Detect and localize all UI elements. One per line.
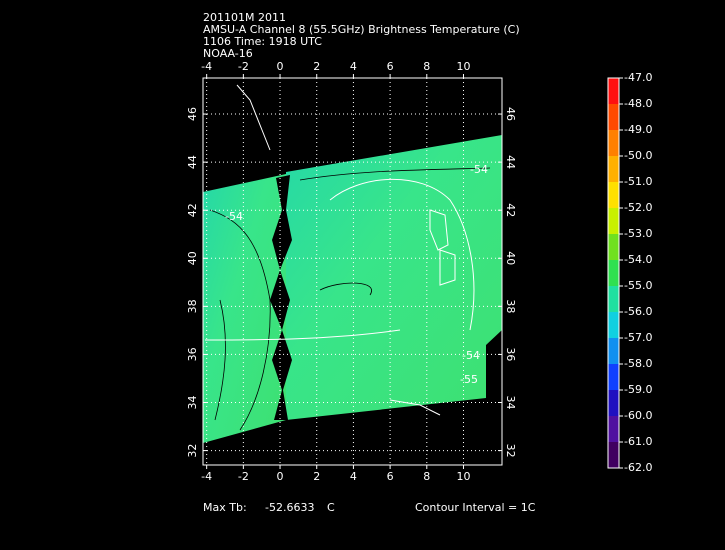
colorbar-label: -50.0 xyxy=(624,149,652,162)
map-frame xyxy=(202,77,503,466)
y-tick-label: 38 xyxy=(186,299,199,313)
colorbar-segment xyxy=(608,286,619,313)
coastline xyxy=(204,84,475,416)
contour-interval: Contour Interval = 1C xyxy=(415,501,536,514)
max-label: Max Tb: xyxy=(203,501,247,514)
colorbar-segment xyxy=(608,364,619,391)
x-tick-label: 8 xyxy=(423,470,430,483)
max-value: -52.6633 xyxy=(265,501,314,514)
x-tick-label: 6 xyxy=(387,470,394,483)
colorbar-label: -57.0 xyxy=(624,331,652,344)
colorbar-label: -61.0 xyxy=(624,435,652,448)
colorbar-label: -48.0 xyxy=(624,97,652,110)
y-tick-label: 34 xyxy=(504,396,517,410)
title-line: 201101M 2011 xyxy=(203,11,286,24)
y-tick-label: 36 xyxy=(186,347,199,361)
x-tick-label: 4 xyxy=(350,60,357,73)
colorbar-segment xyxy=(608,260,619,287)
colorbar-segment xyxy=(608,78,619,105)
max-unit: C xyxy=(327,501,335,514)
y-tick-label: 46 xyxy=(186,107,199,121)
x-tick-label: -2 xyxy=(238,470,249,483)
contour-label: -54 xyxy=(225,210,243,223)
colorbar-label: -59.0 xyxy=(624,383,652,396)
colorbar-segment xyxy=(608,130,619,157)
x-tick-label: 0 xyxy=(277,60,284,73)
colorbar-segment xyxy=(608,338,619,365)
x-tick-label: 6 xyxy=(387,60,394,73)
title-line: NOAA-16 xyxy=(203,47,253,60)
x-tick-label: 10 xyxy=(456,60,470,73)
y-tick-label: 32 xyxy=(186,444,199,458)
swath-gap xyxy=(270,175,292,420)
swath xyxy=(286,135,502,420)
y-tick-label: 40 xyxy=(504,251,517,265)
contour-label: -54 xyxy=(470,163,488,176)
x-tick-label: -2 xyxy=(238,60,249,73)
x-tick-label: 4 xyxy=(350,470,357,483)
colorbar-frame xyxy=(607,77,620,469)
x-tick-label: 10 xyxy=(456,470,470,483)
colorbar-segment xyxy=(608,182,619,209)
contour-label: -54 xyxy=(462,349,480,362)
colorbar-label: -51.0 xyxy=(624,175,652,188)
colorbar-label: -52.0 xyxy=(624,201,652,214)
y-tick-label: 42 xyxy=(504,203,517,217)
x-tick-label: -4 xyxy=(201,60,212,73)
colorbar-label: -58.0 xyxy=(624,357,652,370)
y-tick-label: 46 xyxy=(504,107,517,121)
contour xyxy=(209,167,491,431)
colorbar-segment xyxy=(608,234,619,261)
colorbar-label: -53.0 xyxy=(624,227,652,240)
x-tick-label: -4 xyxy=(201,470,212,483)
colorbar-segment xyxy=(608,104,619,131)
colorbar-label: -49.0 xyxy=(624,123,652,136)
y-tick-label: 44 xyxy=(186,155,199,169)
colorbar-label: -55.0 xyxy=(624,279,652,292)
y-tick-label: 34 xyxy=(186,396,199,410)
x-tick-label: 8 xyxy=(423,60,430,73)
y-tick-label: 36 xyxy=(504,347,517,361)
contour-label: -55 xyxy=(460,373,478,386)
colorbar-segment xyxy=(608,156,619,183)
colorbar-label: -56.0 xyxy=(624,305,652,318)
title-line: 1106 Time: 1918 UTC xyxy=(203,35,322,48)
x-tick-label: 2 xyxy=(313,60,320,73)
colorbar-label: -62.0 xyxy=(624,461,652,474)
y-tick-label: 42 xyxy=(186,203,199,217)
y-tick-label: 32 xyxy=(504,444,517,458)
colorbar-label: -60.0 xyxy=(624,409,652,422)
colorbar-segment xyxy=(608,208,619,235)
colorbar-label: -47.0 xyxy=(624,71,652,84)
colorbar-segment xyxy=(608,442,619,469)
colorbar-label: -54.0 xyxy=(624,253,652,266)
x-tick-label: 0 xyxy=(277,470,284,483)
colorbar-segment xyxy=(608,312,619,339)
y-tick-label: 38 xyxy=(504,299,517,313)
title-line: AMSU-A Channel 8 (55.5GHz) Brightness Te… xyxy=(203,23,520,36)
x-tick-label: 2 xyxy=(313,470,320,483)
y-tick-label: 44 xyxy=(504,155,517,169)
colorbar-segment xyxy=(608,416,619,443)
y-tick-label: 40 xyxy=(186,251,199,265)
colorbar-segment xyxy=(608,390,619,417)
